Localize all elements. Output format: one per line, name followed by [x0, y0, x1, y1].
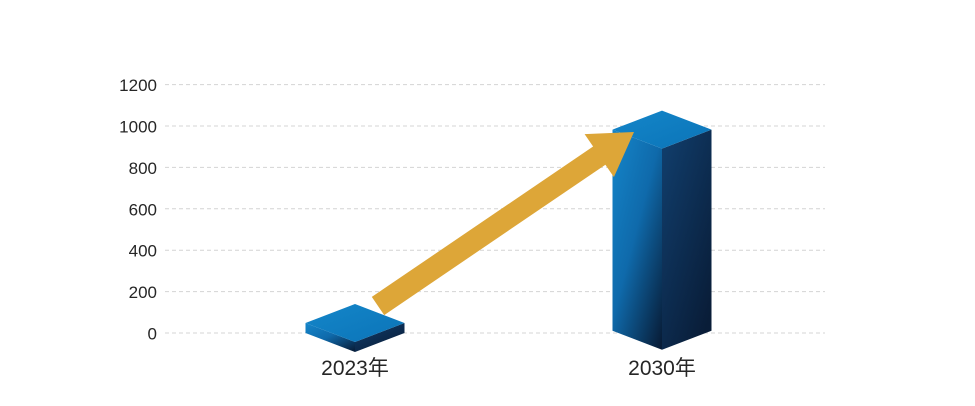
svg-text:1000: 1000 — [119, 118, 157, 137]
svg-text:400: 400 — [129, 242, 157, 261]
svg-text:800: 800 — [129, 159, 157, 178]
svg-text:0: 0 — [148, 325, 157, 344]
svg-text:200: 200 — [129, 283, 157, 302]
svg-text:1200: 1200 — [119, 76, 157, 95]
svg-text:2023年: 2023年 — [321, 357, 389, 380]
svg-text:2030年: 2030年 — [628, 357, 696, 380]
svg-text:600: 600 — [129, 200, 157, 219]
